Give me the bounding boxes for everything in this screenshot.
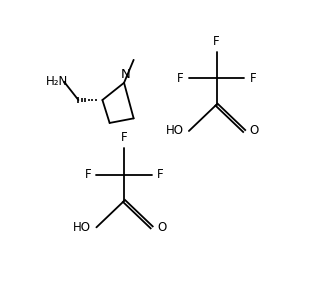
Text: F: F: [121, 131, 127, 144]
Text: F: F: [250, 72, 256, 85]
Text: HO: HO: [166, 125, 184, 137]
Text: HO: HO: [73, 221, 91, 234]
Text: F: F: [85, 168, 91, 181]
Text: O: O: [157, 221, 166, 234]
Text: F: F: [177, 72, 184, 85]
Text: H₂N: H₂N: [46, 75, 68, 88]
Text: F: F: [213, 35, 220, 48]
Text: F: F: [157, 168, 164, 181]
Text: O: O: [250, 125, 259, 137]
Text: N: N: [120, 68, 130, 81]
